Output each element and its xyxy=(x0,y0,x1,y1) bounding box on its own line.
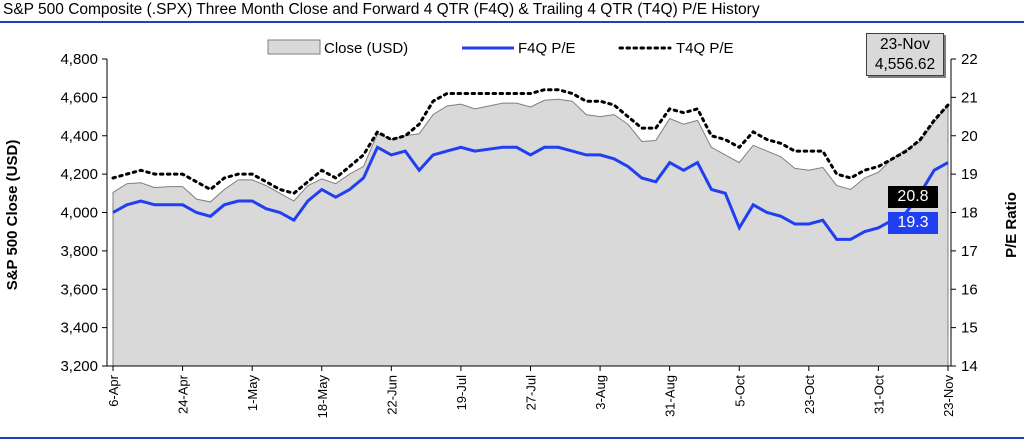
left-tick-label: 3,600 xyxy=(60,281,98,298)
legend-label-close: Close (USD) xyxy=(324,40,408,57)
x-tick-label: 31-Oct xyxy=(871,375,886,414)
left-tick-label: 4,800 xyxy=(60,51,98,68)
y2-axis-label: P/E Ratio xyxy=(1003,192,1020,258)
legend-label-f4q: F4Q P/E xyxy=(518,40,576,57)
left-tick-label: 3,800 xyxy=(60,243,98,260)
series-f4q-line xyxy=(112,145,949,241)
right-tick-label: 22 xyxy=(961,51,978,68)
x-tick-label: 19-Jul xyxy=(454,375,469,411)
x-tick-label: 24-Apr xyxy=(176,374,191,414)
last-close-callout: 23-Nov 4,556.62 xyxy=(866,33,944,76)
right-tick-label: 16 xyxy=(961,281,978,298)
top-rule xyxy=(0,21,1024,23)
x-tick-label: 5-Oct xyxy=(732,375,747,407)
x-tick-label: 31-Aug xyxy=(663,375,678,417)
left-tick-label: 4,600 xyxy=(60,89,98,106)
right-tick-label: 17 xyxy=(961,243,978,260)
right-tick-label: 14 xyxy=(961,358,978,375)
chart-title: S&P 500 Composite (.SPX) Three Month Clo… xyxy=(3,1,760,18)
series-t4q-line xyxy=(111,88,950,195)
bottom-rule xyxy=(0,437,1024,439)
legend-label-t4q: T4Q P/E xyxy=(676,40,734,57)
series-close-area xyxy=(112,98,949,367)
x-tick-label: 27-Jul xyxy=(524,375,539,411)
left-tick-label: 4,200 xyxy=(60,166,98,183)
left-tick-label: 3,200 xyxy=(60,358,98,375)
left-tick-label: 3,400 xyxy=(60,320,98,337)
right-tick-label: 18 xyxy=(961,205,978,222)
x-tick-label: 23-Nov xyxy=(941,375,956,417)
callout-value: 4,556.62 xyxy=(874,56,936,73)
f4q-end-label: 19.3 xyxy=(888,212,938,234)
x-tick-label: 23-Oct xyxy=(802,375,817,414)
right-tick-label: 19 xyxy=(961,166,978,183)
callout-date: 23-Nov xyxy=(880,36,930,53)
x-tick-label: 3-Aug xyxy=(593,375,608,410)
x-tick-label: 18-May xyxy=(315,375,330,419)
right-axis-ticks: 14 15 16 17 18 19 20 21 22 xyxy=(951,51,978,375)
right-tick-label: 15 xyxy=(961,320,978,337)
x-tick-label: 1-May xyxy=(245,375,260,412)
left-axis-ticks: 3,200 3,400 3,600 3,800 4,000 4,200 4,400 4,600… xyxy=(60,51,107,375)
left-tick-label: 4,400 xyxy=(60,128,98,145)
x-tick-label: 22-Jun xyxy=(384,375,399,415)
right-tick-label: 20 xyxy=(961,128,978,145)
x-tick-label: 6-Apr xyxy=(106,374,121,406)
right-tick-label: 21 xyxy=(961,89,978,106)
t4q-end-label: 20.8 xyxy=(888,186,938,208)
y-axis-label: S&P 500 Close (USD) xyxy=(4,140,21,291)
left-tick-label: 4,000 xyxy=(60,205,98,222)
legend: Close (USD) F4Q P/E T4Q P/E xyxy=(267,39,734,57)
legend-swatch-close xyxy=(267,39,321,55)
x-axis-ticks: 6-Apr 24-Apr 1-May 18-May 22-Jun 19-Jul 27-Jul… xyxy=(106,366,956,418)
